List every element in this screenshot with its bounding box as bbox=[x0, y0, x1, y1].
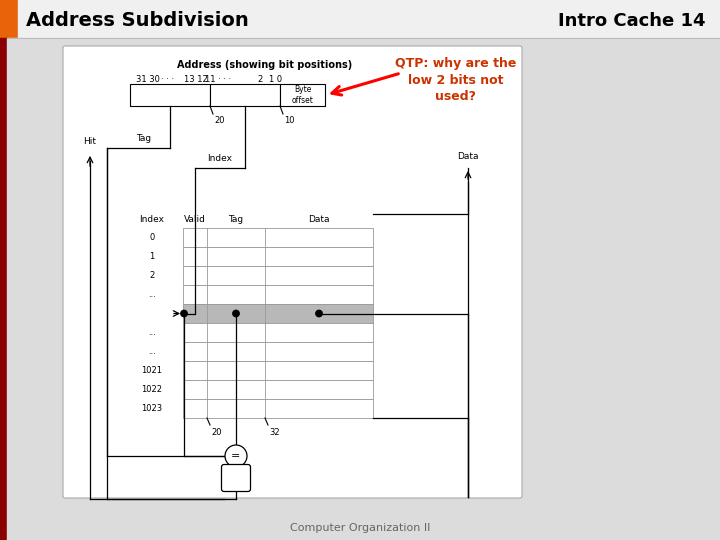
Text: Data: Data bbox=[308, 214, 330, 224]
Text: · · ·: · · · bbox=[161, 75, 174, 84]
Text: Byte
offset: Byte offset bbox=[292, 85, 313, 105]
Text: Address Subdivision: Address Subdivision bbox=[26, 11, 248, 30]
Bar bbox=[183, 380, 373, 399]
Circle shape bbox=[225, 445, 247, 467]
Text: Index: Index bbox=[140, 214, 164, 224]
Bar bbox=[183, 361, 373, 380]
Bar bbox=[183, 342, 373, 361]
Text: 0: 0 bbox=[149, 233, 155, 242]
Bar bbox=[183, 323, 373, 342]
Bar bbox=[210, 84, 280, 106]
Text: Data: Data bbox=[457, 152, 479, 161]
Text: 13 12: 13 12 bbox=[184, 75, 208, 84]
Text: 2: 2 bbox=[257, 75, 263, 84]
Text: 20: 20 bbox=[214, 116, 225, 125]
FancyBboxPatch shape bbox=[222, 464, 251, 491]
Text: ...: ... bbox=[148, 347, 156, 356]
Text: Valid: Valid bbox=[184, 214, 206, 224]
Text: Tag: Tag bbox=[136, 134, 151, 143]
Text: 1: 1 bbox=[149, 252, 155, 261]
Circle shape bbox=[316, 310, 323, 316]
Bar bbox=[183, 304, 373, 323]
Text: 32: 32 bbox=[269, 428, 279, 437]
Bar bbox=[183, 247, 373, 266]
Bar bbox=[183, 285, 373, 304]
Bar bbox=[183, 399, 373, 418]
Text: 20: 20 bbox=[211, 428, 222, 437]
Text: QTP: why are the
low 2 bits not
used?: QTP: why are the low 2 bits not used? bbox=[395, 57, 517, 103]
Bar bbox=[183, 266, 373, 285]
Bar bbox=[18, 0, 720, 38]
Circle shape bbox=[181, 310, 187, 316]
Bar bbox=[0, 0, 18, 38]
Text: ...: ... bbox=[148, 328, 156, 337]
Text: Index: Index bbox=[207, 154, 233, 163]
Bar bbox=[183, 228, 373, 247]
Text: Computer Organization II: Computer Organization II bbox=[290, 523, 430, 533]
Text: 1 0: 1 0 bbox=[269, 75, 282, 84]
Bar bbox=[130, 84, 210, 106]
Text: Intro Cache 14: Intro Cache 14 bbox=[557, 12, 705, 30]
Text: 1023: 1023 bbox=[141, 404, 163, 413]
Circle shape bbox=[233, 310, 239, 316]
Text: 2: 2 bbox=[149, 271, 155, 280]
Text: 31 30: 31 30 bbox=[136, 75, 160, 84]
Text: =: = bbox=[231, 451, 240, 461]
Bar bbox=[0, 38, 7, 540]
FancyBboxPatch shape bbox=[63, 46, 522, 498]
Text: ...: ... bbox=[148, 290, 156, 299]
Text: Tag: Tag bbox=[228, 214, 243, 224]
Text: 10: 10 bbox=[284, 116, 294, 125]
Bar bbox=[280, 84, 325, 106]
Text: Address (showing bit positions): Address (showing bit positions) bbox=[177, 60, 353, 70]
Text: 1022: 1022 bbox=[142, 385, 163, 394]
Text: 1021: 1021 bbox=[142, 366, 163, 375]
Text: Hit: Hit bbox=[84, 137, 96, 146]
Text: 11 · · ·: 11 · · · bbox=[205, 75, 231, 84]
